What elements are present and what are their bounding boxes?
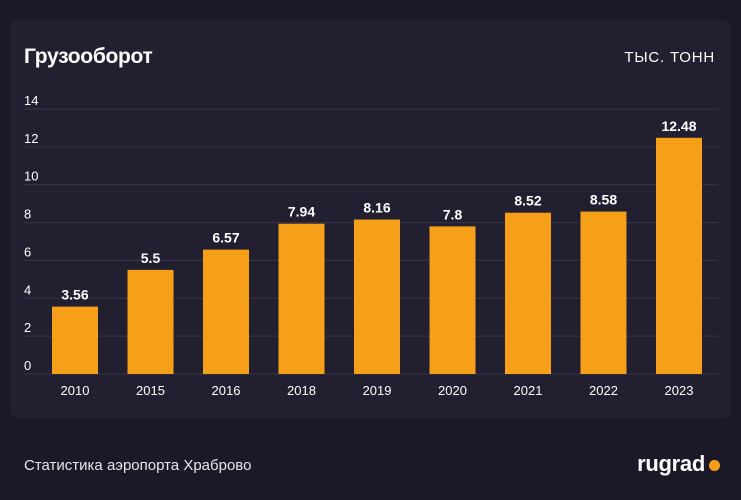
data-label: 8.52 <box>514 193 541 209</box>
data-label: 8.16 <box>363 200 390 216</box>
data-label: 5.5 <box>141 250 161 266</box>
x-tick-label: 2023 <box>665 383 694 398</box>
y-tick-label: 10 <box>24 169 38 184</box>
x-tick-label: 2015 <box>136 383 165 398</box>
data-label: 8.58 <box>590 192 617 208</box>
unit-label: ТЫС. ТОНН <box>624 49 715 66</box>
x-tick-label: 2022 <box>589 383 618 398</box>
logo-text: rugrad <box>637 451 705 476</box>
x-tick-label: 2016 <box>212 383 241 398</box>
x-tick-label: 2018 <box>287 383 316 398</box>
bar <box>354 219 400 374</box>
data-label: 7.8 <box>443 206 463 222</box>
bar <box>127 269 174 374</box>
x-tick-label: 2010 <box>61 383 90 398</box>
bar <box>580 211 627 374</box>
bar <box>505 212 551 374</box>
data-label: 6.57 <box>212 230 239 246</box>
x-tick-label: 2021 <box>514 383 543 398</box>
y-tick-label: 8 <box>24 207 31 222</box>
y-tick-label: 12 <box>24 131 38 146</box>
bar-chart: 0 2 4 6 8 10 12 14 3.56 2010 5.5 2015 6.57 2016 7.94 20… <box>24 93 718 398</box>
y-tick-label: 2 <box>24 320 31 335</box>
data-label: 3.56 <box>61 287 88 303</box>
chart-title: Грузооборот <box>24 45 153 68</box>
x-tick-label: 2019 <box>363 383 392 398</box>
y-tick-label: 0 <box>24 358 31 373</box>
data-label: 7.94 <box>288 204 315 220</box>
bar <box>278 223 325 374</box>
y-tick-label: 6 <box>24 244 31 259</box>
bar <box>52 306 98 374</box>
y-tick-label: 14 <box>24 93 38 108</box>
y-tick-label: 4 <box>24 282 31 297</box>
x-tick-label: 2020 <box>438 383 467 398</box>
rugrad-logo[interactable]: rugrad <box>637 451 720 477</box>
bar <box>203 249 249 374</box>
source-caption: Статистика аэропорта Храброво <box>24 457 252 474</box>
logo-dot-icon <box>709 460 720 471</box>
bar <box>656 137 702 374</box>
bar <box>429 226 476 374</box>
data-label: 12.48 <box>661 118 696 134</box>
